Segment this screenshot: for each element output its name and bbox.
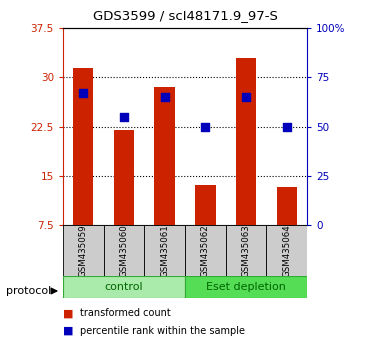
Bar [63, 276, 185, 298]
Text: GSM435060: GSM435060 [120, 224, 128, 277]
Text: GDS3599 / scI48171.9_97-S: GDS3599 / scI48171.9_97-S [92, 9, 278, 22]
Bar [236, 58, 256, 225]
Bar [266, 225, 307, 276]
Text: transformed count: transformed count [80, 308, 170, 318]
Point [284, 124, 290, 129]
Text: ■: ■ [63, 326, 73, 336]
Point [202, 124, 208, 129]
Bar [226, 225, 266, 276]
Point [162, 94, 168, 100]
Text: GSM435062: GSM435062 [201, 224, 210, 277]
Point [121, 114, 127, 120]
Bar [185, 225, 226, 276]
Bar [144, 225, 185, 276]
Bar [63, 225, 104, 276]
Text: GSM435059: GSM435059 [79, 224, 88, 277]
Point [243, 94, 249, 100]
Point [80, 90, 86, 96]
Text: GSM435061: GSM435061 [160, 224, 169, 277]
Text: protocol: protocol [6, 286, 51, 296]
Text: control: control [105, 282, 143, 292]
Text: GSM435063: GSM435063 [242, 224, 250, 277]
Text: ■: ■ [63, 308, 73, 318]
Bar [277, 188, 297, 225]
Bar [114, 130, 134, 225]
Bar [155, 87, 175, 225]
Bar [73, 68, 94, 225]
Bar [195, 185, 215, 225]
Text: GSM435064: GSM435064 [282, 224, 291, 277]
Text: percentile rank within the sample: percentile rank within the sample [80, 326, 245, 336]
Bar [104, 225, 144, 276]
Bar [185, 276, 307, 298]
Text: Eset depletion: Eset depletion [206, 282, 286, 292]
